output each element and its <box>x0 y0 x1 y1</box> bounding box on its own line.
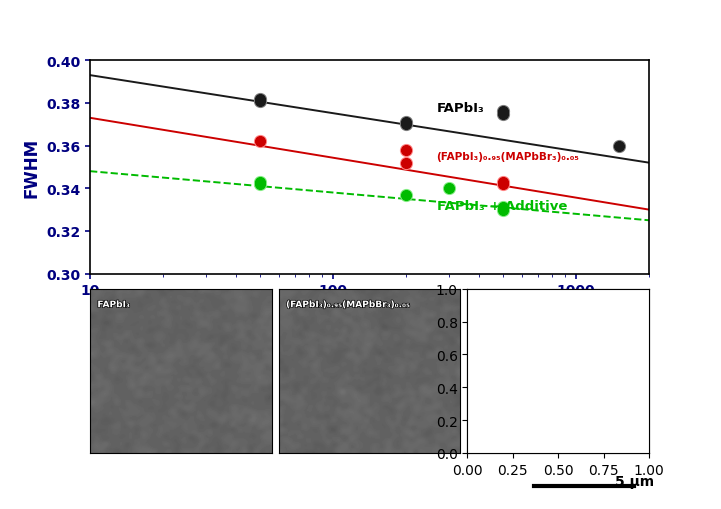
Text: 5 μm: 5 μm <box>615 474 654 488</box>
Text: FAPbI₃ + Additive: FAPbI₃ + Additive <box>474 301 564 309</box>
Text: (FAPbI₃)₀.₉₅(MAPbBr₃)₀.₀₅: (FAPbI₃)₀.₉₅(MAPbBr₃)₀.₀₅ <box>437 152 580 162</box>
Y-axis label: FWHM: FWHM <box>22 137 40 197</box>
X-axis label: Time (sec): Time (sec) <box>325 300 414 316</box>
Text: FAPbI₃: FAPbI₃ <box>437 101 485 115</box>
Text: FAPbI₃: FAPbI₃ <box>97 301 130 309</box>
Text: (FAPbI₃)₀.₉₅(MAPbBr₃)₀.₀₅: (FAPbI₃)₀.₉₅(MAPbBr₃)₀.₀₅ <box>286 301 410 309</box>
Text: FAPbI₃ + Additive: FAPbI₃ + Additive <box>437 200 567 212</box>
